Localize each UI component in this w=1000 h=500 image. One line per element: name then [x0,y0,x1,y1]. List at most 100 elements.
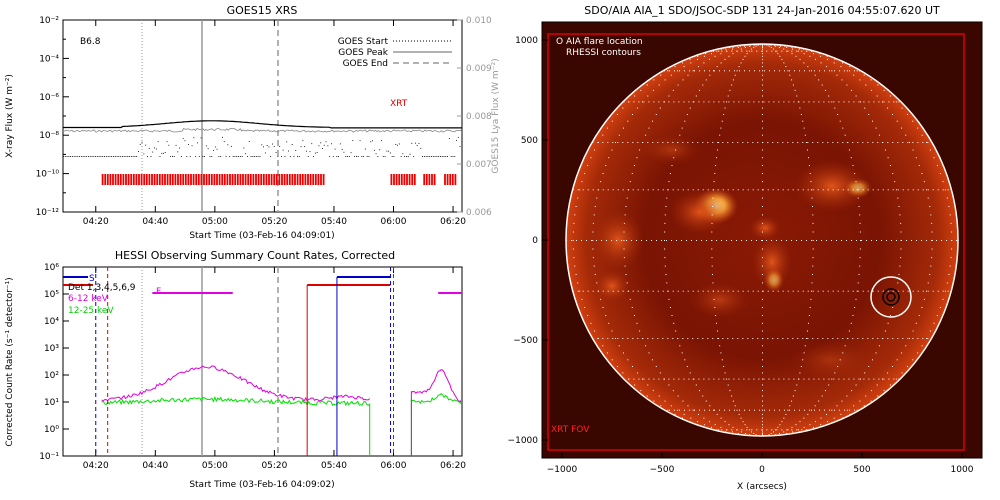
goes-short-channel-point [152,151,154,153]
heliographic-grid-point [656,240,657,241]
goes-short-channel-point [350,152,352,154]
heliographic-grid-point [640,390,642,392]
goes-short-channel-point [227,144,229,146]
heliographic-grid-point [744,55,746,57]
heliographic-grid-point [762,390,763,392]
heliographic-grid-point [734,409,735,411]
heliographic-grid-point [755,434,757,436]
heliographic-grid-point [726,50,728,52]
heliographic-grid-point [593,214,595,216]
heliographic-grid-point [788,101,790,103]
heliographic-grid-point [732,79,734,81]
heliographic-grid-point [736,70,738,72]
heliographic-grid-point [942,181,944,183]
xrt-observation-mark [203,174,205,185]
heliographic-grid-point [634,315,635,316]
heliographic-grid-point [637,338,639,339]
goes-x-tick-label: 05:00 [202,217,228,227]
heliographic-grid-point [933,157,935,159]
heliographic-grid-point [721,50,723,52]
heliographic-grid-point [762,231,763,233]
heliographic-grid-point [729,70,730,72]
heliographic-grid-point [898,274,900,275]
heliographic-grid-point [634,95,636,97]
heliographic-grid-point [797,290,799,292]
heliographic-grid-point [936,240,937,241]
heliographic-grid-point [674,66,676,68]
heliographic-grid-point [846,409,848,411]
heliographic-grid-point [752,189,754,191]
heliographic-grid-point [848,149,850,151]
heliographic-grid-point [895,378,897,380]
heliographic-grid-point [821,84,823,86]
heliographic-grid-point [828,384,830,386]
heliographic-grid-point [679,70,680,72]
heliographic-grid-point [642,101,643,103]
heliographic-grid-point [777,142,779,143]
heliographic-grid-point [751,240,752,241]
heliographic-grid-point [761,429,763,431]
heliographic-grid-point [762,421,763,423]
heliographic-grid-point [662,290,664,292]
heliographic-grid-point [582,290,584,292]
heliographic-grid-point [732,431,733,433]
heliographic-grid-point [742,338,744,339]
aia-x-tick-label: −500 [650,465,675,475]
heliographic-grid-point [672,89,674,91]
heliographic-grid-point [762,429,763,431]
hessi-y-tick-label: 10³ [44,344,59,354]
goes-short-channel-point [257,156,259,157]
heliographic-grid-point [672,390,674,392]
heliographic-grid-point [697,189,699,191]
heliographic-grid-point [722,290,724,292]
heliographic-grid-point [729,409,730,411]
heliographic-grid-point [757,189,759,191]
heliographic-grid-point [615,142,616,143]
heliographic-grid-point [720,417,722,419]
xrt-observation-mark [151,174,153,185]
heliographic-grid-point [575,274,577,275]
heliographic-grid-point [775,429,777,431]
hessi-y-label: Corrected Count Rate (s⁻¹ detector⁻¹) [5,277,15,446]
heliographic-grid-point [605,315,607,316]
heliographic-grid-point [646,240,647,241]
goes-short-channel-point [325,141,327,143]
heliographic-grid-point [684,120,686,122]
heliographic-grid-point [694,70,695,72]
heliographic-grid-point [825,390,826,392]
heliographic-grid-point [622,189,624,191]
aia-y-tick-label: 1000 [515,36,538,46]
heliographic-grid-point [602,142,604,143]
heliographic-grid-point [702,338,704,339]
heliographic-grid-point [740,48,742,50]
heliographic-grid-point [792,84,794,86]
heliographic-grid-point [856,409,858,411]
xrt-observation-mark [265,174,268,185]
heliographic-grid-point [921,173,923,174]
heliographic-grid-point [711,231,713,233]
xrt-observation-mark [309,174,312,185]
heliographic-grid-point [820,62,822,64]
heliographic-grid-point [947,290,949,292]
heliographic-grid-point [762,431,763,433]
heliographic-grid-point [863,74,865,76]
heliographic-grid-point [781,429,783,431]
heliographic-grid-point [926,338,927,339]
heliographic-grid-point [726,429,728,431]
heliographic-grid-point [679,409,680,411]
heliographic-grid-point [787,70,789,72]
heliographic-grid-point [857,142,859,143]
heliographic-grid-point [819,70,820,72]
heliographic-grid-point [668,95,670,97]
heliographic-grid-point [608,157,610,159]
heliographic-grid-point [752,142,754,143]
heliographic-grid-point [921,307,923,308]
heliographic-grid-point [785,413,787,415]
heliographic-grid-point [853,101,855,103]
heliographic-grid-point [677,70,679,72]
heliographic-grid-point [597,142,599,143]
heliographic-grid-point [832,189,834,191]
heliographic-grid-point [592,257,594,259]
heliographic-grid-point [814,70,815,72]
heliographic-grid-point [813,378,815,380]
